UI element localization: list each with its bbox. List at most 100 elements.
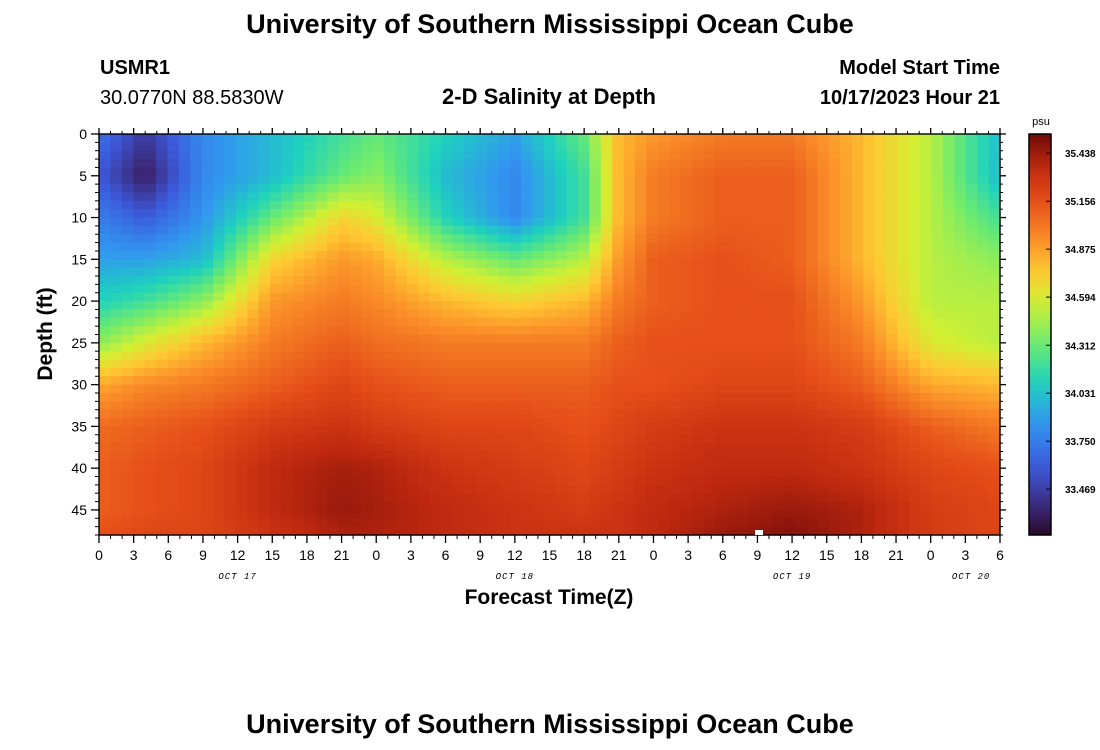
heatmap-cell (657, 317, 670, 327)
heatmap-cell (133, 192, 146, 202)
heatmap-cell (281, 167, 294, 177)
heatmap-cell (292, 501, 305, 511)
heatmap-cell (680, 326, 693, 336)
heatmap-cell (475, 476, 488, 486)
heatmap-cell (931, 134, 944, 143)
heatmap-cell (669, 351, 682, 361)
heatmap-cell (931, 209, 944, 219)
heatmap-cell (692, 175, 705, 185)
heatmap-cell (646, 167, 659, 177)
heatmap-cell (235, 518, 248, 528)
heatmap-cell (942, 409, 955, 419)
heatmap-cell (828, 159, 841, 169)
x-tick-label: 12 (230, 547, 246, 563)
heatmap-cell (578, 409, 591, 419)
heatmap-cell (361, 459, 374, 469)
heatmap-cell (760, 392, 773, 402)
heatmap-cell (794, 493, 807, 503)
heatmap-cell (520, 434, 533, 444)
heatmap-cell (532, 484, 545, 494)
heatmap-cell (315, 267, 328, 277)
heatmap-cell (372, 209, 385, 219)
heatmap-cell (828, 468, 841, 478)
heatmap-cell (270, 217, 283, 227)
heatmap-cell (133, 209, 146, 219)
heatmap-cell (304, 342, 317, 352)
heatmap-cell (498, 443, 511, 453)
heatmap-cell (213, 200, 226, 210)
heatmap-cell (988, 150, 1001, 160)
heatmap-cell (349, 359, 362, 369)
heatmap-cell (920, 267, 933, 277)
heatmap-cell (806, 384, 819, 394)
heatmap-cell (817, 342, 830, 352)
heatmap-cell (258, 526, 271, 536)
heatmap-cell (463, 526, 476, 536)
heatmap-cell (486, 367, 499, 377)
heatmap-cell (429, 476, 442, 486)
heatmap-cell (771, 342, 784, 352)
heatmap-cell (908, 392, 921, 402)
heatmap-cell (258, 301, 271, 311)
heatmap-cell (783, 476, 796, 486)
heatmap-cell (327, 225, 340, 235)
heatmap-cell (669, 409, 682, 419)
heatmap-cell (726, 284, 739, 294)
heatmap-cell (931, 217, 944, 227)
heatmap-cell (235, 150, 248, 160)
heatmap-cell (178, 242, 191, 252)
heatmap-cell (589, 501, 602, 511)
heatmap-cell (692, 276, 705, 285)
heatmap-cell (977, 509, 990, 519)
heatmap-cell (270, 200, 283, 210)
heatmap-cell (315, 493, 328, 503)
heatmap-cell (543, 301, 556, 311)
heatmap-cell (349, 150, 362, 160)
heatmap-cell (190, 301, 203, 311)
heatmap-cell (213, 509, 226, 519)
heatmap-cell (372, 493, 385, 503)
heatmap-cell (384, 518, 397, 528)
heatmap-cell (931, 192, 944, 202)
heatmap-cell (931, 150, 944, 160)
x-tick-label: 21 (611, 547, 627, 563)
heatmap-cell (931, 242, 944, 252)
heatmap-cell (292, 142, 305, 152)
heatmap-cell (851, 192, 864, 202)
heatmap-cell (703, 443, 716, 453)
heatmap-cell (327, 142, 340, 152)
heatmap-cell (578, 484, 591, 494)
heatmap-cell (475, 384, 488, 394)
heatmap-cell (988, 217, 1001, 227)
heatmap-cell (406, 518, 419, 528)
heatmap-cell (566, 159, 579, 169)
heatmap-cell (635, 267, 648, 277)
heatmap-cell (600, 209, 613, 219)
heatmap-cell (270, 150, 283, 160)
heatmap-cell (178, 401, 191, 411)
heatmap-cell (920, 376, 933, 386)
heatmap-cell (235, 209, 248, 219)
heatmap-cell (543, 184, 556, 194)
heatmap-cell (749, 301, 762, 311)
heatmap-cell (623, 367, 636, 377)
heatmap-cell (703, 376, 716, 386)
heatmap-cell (828, 150, 841, 160)
heatmap-cell (292, 359, 305, 369)
heatmap-cell (190, 484, 203, 494)
heatmap-cell (783, 509, 796, 519)
heatmap-cell (121, 284, 134, 294)
heatmap-cell (885, 292, 898, 302)
heatmap-cell (942, 334, 955, 344)
heatmap-cell (304, 150, 317, 160)
heatmap-cell (612, 242, 625, 252)
heatmap-cell (498, 451, 511, 461)
heatmap-cell (988, 284, 1001, 294)
heatmap-cell (247, 217, 260, 227)
heatmap-cell (384, 167, 397, 177)
heatmap-cell (749, 451, 762, 461)
heatmap-cell (429, 301, 442, 311)
heatmap-cell (817, 418, 830, 427)
heatmap-cell (942, 376, 955, 386)
heatmap-cell (578, 326, 591, 336)
